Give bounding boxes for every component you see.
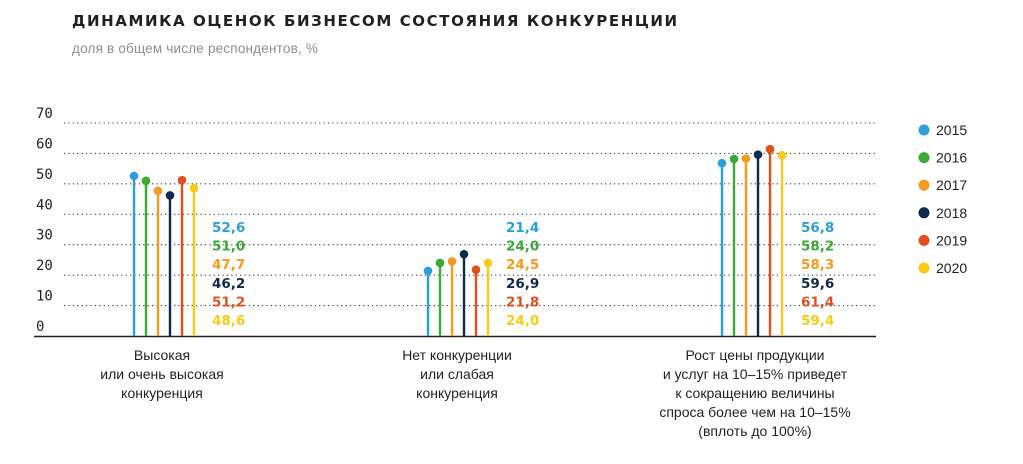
data-label: 51,0	[212, 239, 245, 255]
y-tick-label: 70	[36, 106, 53, 122]
data-label: 58,3	[801, 257, 834, 273]
lollipop-dot	[765, 144, 775, 154]
lollipop-dot	[423, 266, 433, 276]
lollipop-dot	[753, 150, 763, 159]
category-label: Нет конкуренции или слабая конкуренция	[402, 347, 512, 401]
lollipop-dot	[165, 191, 175, 200]
lollipop-dot	[189, 183, 199, 193]
category-label: Рост цены продукции и услуг на 10–15% пр…	[659, 347, 851, 439]
y-tick-label: 30	[36, 228, 53, 244]
legend-marker	[918, 124, 930, 136]
lollipop-dot	[447, 257, 457, 266]
data-label: 24,0	[506, 313, 539, 329]
lollipop-dot	[777, 150, 787, 160]
data-label: 24,0	[506, 239, 539, 255]
data-label: 21,8	[506, 294, 539, 310]
legend-marker	[918, 179, 930, 191]
data-label: 47,7	[212, 257, 245, 273]
data-label: 59,6	[801, 276, 834, 292]
y-tick-label: 0	[36, 319, 44, 335]
lollipop-dot	[153, 186, 163, 196]
y-tick-label: 60	[36, 136, 53, 152]
data-label: 51,2	[212, 294, 245, 310]
lollipop-dot	[741, 154, 751, 163]
lollipop-dot	[471, 265, 481, 274]
lollipop-dot	[141, 176, 151, 186]
legend-label: 2020	[936, 260, 967, 276]
y-tick-label: 20	[36, 258, 53, 274]
chart-title: ДИНАМИКА ОЦЕНОК БИЗНЕСОМ СОСТОЯНИЯ КОНКУ…	[72, 12, 679, 30]
y-tick-label: 10	[36, 289, 53, 305]
legend-label: 2017	[936, 177, 967, 193]
data-label: 56,8	[801, 220, 834, 236]
chart-subtitle: доля в общем числе респондентов, %	[72, 41, 319, 56]
lollipop-dot	[129, 171, 139, 181]
y-tick-label: 50	[36, 167, 53, 183]
legend-marker	[918, 234, 930, 246]
data-label: 59,4	[801, 313, 834, 329]
data-label: 21,4	[506, 220, 539, 236]
category-label: Высокая или очень высокая конкуренция	[100, 347, 224, 401]
legend-label: 2018	[936, 205, 967, 221]
data-label: 24,5	[506, 257, 539, 273]
lollipop-dot	[459, 249, 469, 259]
data-label: 48,6	[212, 313, 245, 329]
data-label: 26,9	[506, 276, 539, 292]
legend-marker	[918, 262, 930, 274]
legend-label: 2015	[936, 122, 967, 138]
y-tick-label: 40	[36, 197, 53, 213]
legend-label: 2016	[936, 150, 967, 166]
lollipop-dot	[177, 175, 187, 185]
data-label: 58,2	[801, 239, 834, 255]
data-label: 61,4	[801, 294, 834, 310]
lollipop-dot	[729, 154, 739, 164]
data-label: 46,2	[212, 276, 245, 292]
legend-label: 2019	[936, 232, 967, 248]
legend-marker	[918, 207, 930, 219]
lollipop-dot	[717, 158, 727, 168]
lollipop-dot	[435, 258, 445, 268]
data-label: 52,6	[212, 220, 245, 236]
legend-marker	[918, 152, 930, 164]
lollipop-dot	[483, 258, 493, 268]
